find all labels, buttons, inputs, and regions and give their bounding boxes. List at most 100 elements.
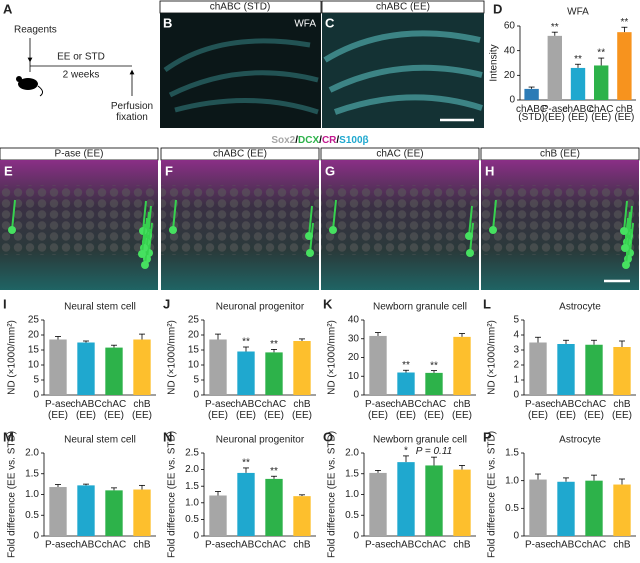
y-tick-label: 20 bbox=[28, 330, 40, 341]
x-tick-label: chAC bbox=[262, 540, 286, 551]
neuron bbox=[622, 261, 630, 269]
neuron bbox=[145, 211, 150, 243]
y-tick-label: 0 bbox=[33, 390, 39, 401]
bar bbox=[547, 35, 562, 100]
x-tick-label: chB bbox=[133, 540, 151, 551]
stain-name: / bbox=[336, 135, 339, 146]
x-tick-label: chABC (EE) bbox=[390, 399, 421, 421]
chart-title: WFA bbox=[567, 7, 589, 18]
cell-layer bbox=[0, 185, 158, 255]
x-tick-label: chAC (EE) bbox=[262, 399, 286, 421]
bar bbox=[397, 372, 415, 395]
image bbox=[160, 13, 321, 128]
significance-label: ** bbox=[430, 360, 438, 371]
x-tick-label: chABC (EE) bbox=[230, 399, 261, 421]
y-axis-label: Fold difference (EE vs. STD) bbox=[7, 431, 18, 558]
y-tick-label: 0.5 bbox=[505, 503, 519, 514]
y-tick-label: 10 bbox=[348, 371, 360, 382]
x-tick-label: chB (EE) bbox=[452, 399, 472, 421]
stain-name: / bbox=[319, 135, 322, 146]
y-axis-label: ND (×1000/mm²) bbox=[487, 320, 498, 395]
panel-letter: I bbox=[3, 296, 7, 311]
schematic: A Reagents EE or STD 2 weeks Perfusion fi… bbox=[3, 1, 153, 122]
neuron bbox=[172, 199, 177, 231]
neuron bbox=[11, 199, 16, 231]
significance-label: ** bbox=[402, 360, 410, 371]
x-tick-label: chABC (EE) bbox=[550, 399, 581, 421]
image-header: chABC (STD) bbox=[210, 2, 271, 13]
y-tick-label: 1.5 bbox=[505, 448, 519, 459]
y-tick-label: 4 bbox=[513, 330, 519, 341]
x-tick-label: chABC bbox=[230, 540, 261, 551]
y-tick-label: 5 bbox=[513, 315, 519, 326]
neuron bbox=[492, 199, 497, 231]
x-tick-label: chABC (EE) bbox=[70, 399, 101, 421]
chart-title: Neural stem cell bbox=[64, 302, 136, 313]
y-tick-label: 2.0 bbox=[25, 448, 39, 459]
y-tick-label: 0.5 bbox=[25, 510, 39, 521]
bar bbox=[557, 481, 575, 536]
stain-name: S100β bbox=[339, 135, 368, 146]
chart-title: Newborn granule cell bbox=[373, 302, 467, 313]
y-tick-label: 5 bbox=[193, 375, 199, 386]
significance-label: ** bbox=[270, 466, 278, 477]
bar bbox=[237, 472, 255, 536]
neuron bbox=[306, 249, 314, 257]
y-axis-label: ND (×1000/mm²) bbox=[7, 320, 18, 395]
x-tick-label: P-ase (EE) bbox=[45, 399, 72, 421]
x-tick-label: chAC (EE) bbox=[589, 104, 613, 123]
neuron bbox=[142, 200, 147, 232]
y-tick-label: 0.5 bbox=[345, 510, 359, 521]
chart-title: Neuronal progenitor bbox=[216, 302, 305, 313]
y-axis-label: Fold difference (EE vs. STD) bbox=[487, 431, 498, 558]
x-tick-label: P-ase (EE) bbox=[365, 399, 392, 421]
neuron bbox=[468, 205, 473, 237]
x-tick-label: chABC bbox=[550, 540, 581, 551]
x-tick-label: chAC bbox=[102, 540, 126, 551]
x-tick-label: P-ase (EE) bbox=[205, 399, 232, 421]
panel-letter: K bbox=[323, 296, 333, 311]
x-tick-label: chB bbox=[613, 540, 631, 551]
chart-title: Newborn granule cell bbox=[373, 435, 467, 446]
y-tick-label: 40 bbox=[348, 315, 360, 326]
significance-label: P = 0.11 bbox=[416, 446, 452, 457]
bar bbox=[613, 347, 631, 395]
significance-label: * bbox=[404, 446, 408, 457]
x-tick-label: chAC (EE) bbox=[582, 399, 606, 421]
panel-letter: M bbox=[3, 429, 14, 444]
bar bbox=[570, 67, 586, 100]
neuron bbox=[141, 261, 149, 269]
panel-letter: B bbox=[163, 15, 172, 30]
image-header: chABC (EE) bbox=[376, 2, 430, 13]
significance-label: ** bbox=[242, 458, 250, 469]
image-header: chABC (EE) bbox=[213, 149, 267, 160]
y-axis-label: Fold difference (EE vs. STD) bbox=[327, 431, 338, 558]
bar bbox=[585, 480, 603, 536]
y-tick-label: 0 bbox=[353, 390, 359, 401]
x-tick-label: P-ase (EE) bbox=[525, 399, 552, 421]
chart-title: Neural stem cell bbox=[64, 435, 136, 446]
stain-name: Sox2 bbox=[271, 135, 295, 146]
panel-letter: J bbox=[163, 296, 170, 311]
y-axis-label: Intensity bbox=[489, 44, 500, 81]
bar bbox=[293, 341, 311, 395]
y-tick-label: 0 bbox=[513, 390, 519, 401]
y-tick-label: 0 bbox=[193, 531, 199, 542]
neuron bbox=[489, 226, 497, 234]
image-header: P-ase (EE) bbox=[55, 149, 104, 160]
bar bbox=[425, 372, 443, 395]
reagents-label: Reagents bbox=[14, 25, 57, 36]
panel-letter: C bbox=[325, 15, 335, 30]
neuron bbox=[332, 199, 337, 231]
panel-letter: L bbox=[483, 296, 491, 311]
y-tick-label: 15 bbox=[188, 345, 200, 356]
x-tick-label: chABC (STD) bbox=[516, 104, 547, 123]
neuron bbox=[169, 226, 177, 234]
bar bbox=[594, 65, 609, 100]
wfa-images: chABC (STD) B WFA chABC (EE) C bbox=[159, 0, 485, 128]
chart-title: Astrocyte bbox=[559, 302, 601, 313]
y-tick-label: 1.0 bbox=[185, 497, 199, 508]
image-header: chB (EE) bbox=[540, 149, 580, 160]
bar bbox=[453, 336, 471, 395]
x-tick-label: P-ase bbox=[365, 540, 392, 551]
